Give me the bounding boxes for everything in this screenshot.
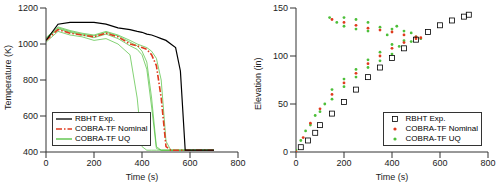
- html-text:COBRA-TF Nominal: COBRA-TF Nominal: [75, 124, 148, 133]
- svg-text:100: 100: [273, 51, 288, 61]
- html-text:COBRA-TF UQ: COBRA-TF UQ: [405, 134, 461, 143]
- svg-text:200: 200: [336, 158, 351, 168]
- svg-text:Time (s): Time (s): [126, 172, 159, 182]
- svg-text:400: 400: [134, 158, 149, 168]
- svg-text:1200: 1200: [18, 3, 38, 13]
- html-text:RBHT Exp.: RBHT Exp.: [405, 114, 446, 123]
- svg-text:0: 0: [283, 147, 288, 157]
- svg-text:150: 150: [273, 3, 288, 13]
- svg-text:400: 400: [23, 147, 38, 157]
- svg-text:Elevation (in): Elevation (in): [253, 57, 263, 110]
- html-text:RBHT Exp.: RBHT Exp.: [75, 114, 115, 123]
- html-text:COBRA-TF Nominal: COBRA-TF Nominal: [405, 124, 478, 133]
- svg-text:0: 0: [293, 158, 298, 168]
- svg-text:800: 800: [230, 158, 245, 168]
- svg-text:800: 800: [480, 158, 492, 168]
- svg-text:800: 800: [23, 75, 38, 85]
- svg-text:1000: 1000: [18, 39, 38, 49]
- svg-text:200: 200: [86, 158, 101, 168]
- svg-text:600: 600: [182, 158, 197, 168]
- svg-text:Temperature (K): Temperature (K): [8, 45, 13, 110]
- svg-text:50: 50: [278, 99, 288, 109]
- html-text:COBRA-TF UQ: COBRA-TF UQ: [75, 134, 131, 143]
- svg-text:600: 600: [23, 111, 38, 121]
- svg-text:Time (s): Time (s): [376, 172, 409, 182]
- svg-text:0: 0: [43, 158, 48, 168]
- svg-text:400: 400: [384, 158, 399, 168]
- svg-text:600: 600: [432, 158, 447, 168]
